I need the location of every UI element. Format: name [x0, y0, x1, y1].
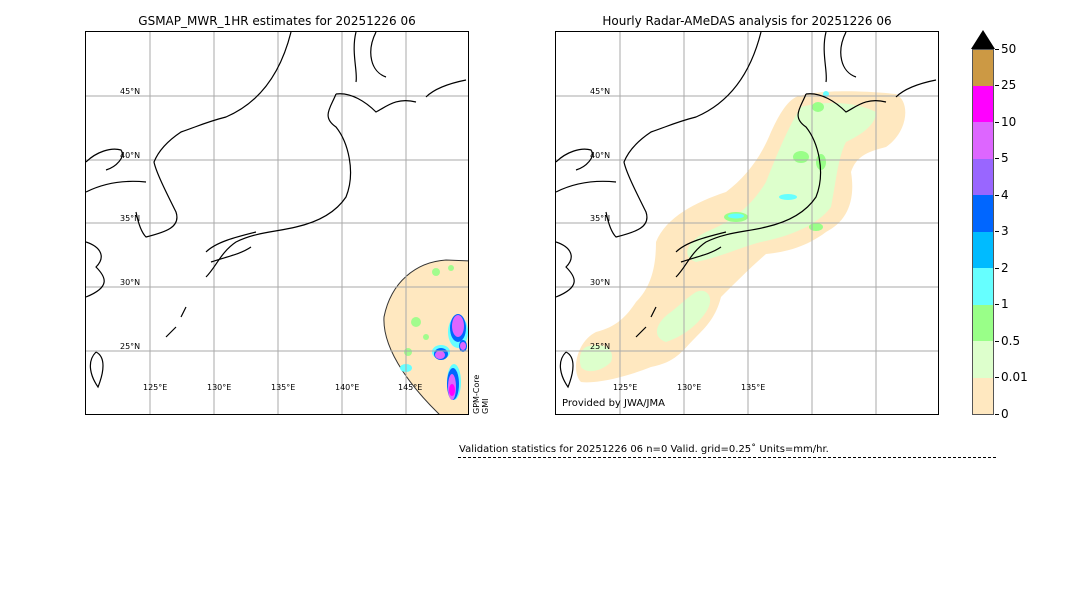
colorbar — [972, 49, 994, 415]
left-lat-label-30: 30°N — [120, 278, 141, 287]
colorbar-tick-0.01: 0.01 — [995, 370, 1028, 384]
colorbar-seg-0.01-0.5 — [973, 341, 993, 378]
right-lat-label-45: 45°N — [590, 87, 611, 96]
colorbar-extend-arrow — [971, 30, 995, 49]
colorbar-tick-0.5: 0.5 — [995, 334, 1020, 348]
gsmap-map-panel: 45°N 40°N 35°N 30°N 25°N 125°E 130°E 135… — [85, 31, 469, 415]
colorbar-tick-0: 0 — [995, 407, 1009, 421]
left-lon-label-140: 140°E — [335, 383, 360, 392]
right-lat-label-25: 25°N — [590, 342, 611, 351]
colorbar-seg-10-25 — [973, 86, 993, 122]
right-lat-label-40: 40°N — [590, 151, 611, 160]
right-lat-label-30: 30°N — [590, 278, 611, 287]
colorbar-tick-25: 25 — [995, 78, 1016, 92]
colorbar-seg-3-4 — [973, 195, 993, 232]
gsmap-map-graphic — [86, 32, 468, 414]
left-lat-label-45: 45°N — [120, 87, 141, 96]
satellite-label-line2: GMI — [481, 398, 490, 414]
right-panel-title: Hourly Radar-AMeDAS analysis for 2025122… — [602, 14, 892, 28]
right-lon-label-135: 135°E — [741, 383, 766, 392]
right-lon-label-130: 130°E — [677, 383, 702, 392]
right-lat-label-35: 35°N — [590, 214, 611, 223]
left-panel-title: GSMAP_MWR_1HR estimates for 20251226 06 — [138, 14, 416, 28]
colorbar-tick-1: 1 — [995, 297, 1009, 311]
colorbar-tick-50: 50 — [995, 42, 1016, 56]
colorbar-seg-2-3 — [973, 232, 993, 268]
colorbar-seg-5-10 — [973, 122, 993, 159]
validation-statistics-text: Validation statistics for 20251226 06 n=… — [459, 444, 829, 455]
colorbar-seg-0-0.01 — [973, 378, 993, 414]
left-lat-label-40: 40°N — [120, 151, 141, 160]
colorbar-seg-4-5 — [973, 159, 993, 195]
right-lon-label-125: 125°E — [613, 383, 638, 392]
left-lat-label-25: 25°N — [120, 342, 141, 351]
colorbar-tick-4: 4 — [995, 188, 1009, 202]
colorbar-tick-10: 10 — [995, 115, 1016, 129]
colorbar-seg-25-50 — [973, 50, 993, 86]
left-lat-label-35: 35°N — [120, 214, 141, 223]
left-lon-label-145: 145°E — [398, 383, 423, 392]
colorbar-seg-0.5-1 — [973, 305, 993, 341]
colorbar-seg-1-2 — [973, 268, 993, 305]
colorbar-tick-3: 3 — [995, 224, 1009, 238]
validation-dashed-line — [458, 457, 996, 458]
provided-by-label: Provided by JWA/JMA — [562, 398, 665, 409]
left-lon-label-125: 125°E — [143, 383, 168, 392]
colorbar-tick-2: 2 — [995, 261, 1009, 275]
satellite-label: GPM-Core GMI — [472, 375, 490, 414]
satellite-label-line1: GPM-Core — [472, 374, 481, 414]
radar-map-panel: 45°N 40°N 35°N 30°N 25°N 125°E 130°E 135… — [555, 31, 939, 415]
left-lon-label-135: 135°E — [271, 383, 296, 392]
colorbar-tick-5: 5 — [995, 151, 1009, 165]
radar-map-graphic — [556, 32, 938, 414]
left-lon-label-130: 130°E — [207, 383, 232, 392]
